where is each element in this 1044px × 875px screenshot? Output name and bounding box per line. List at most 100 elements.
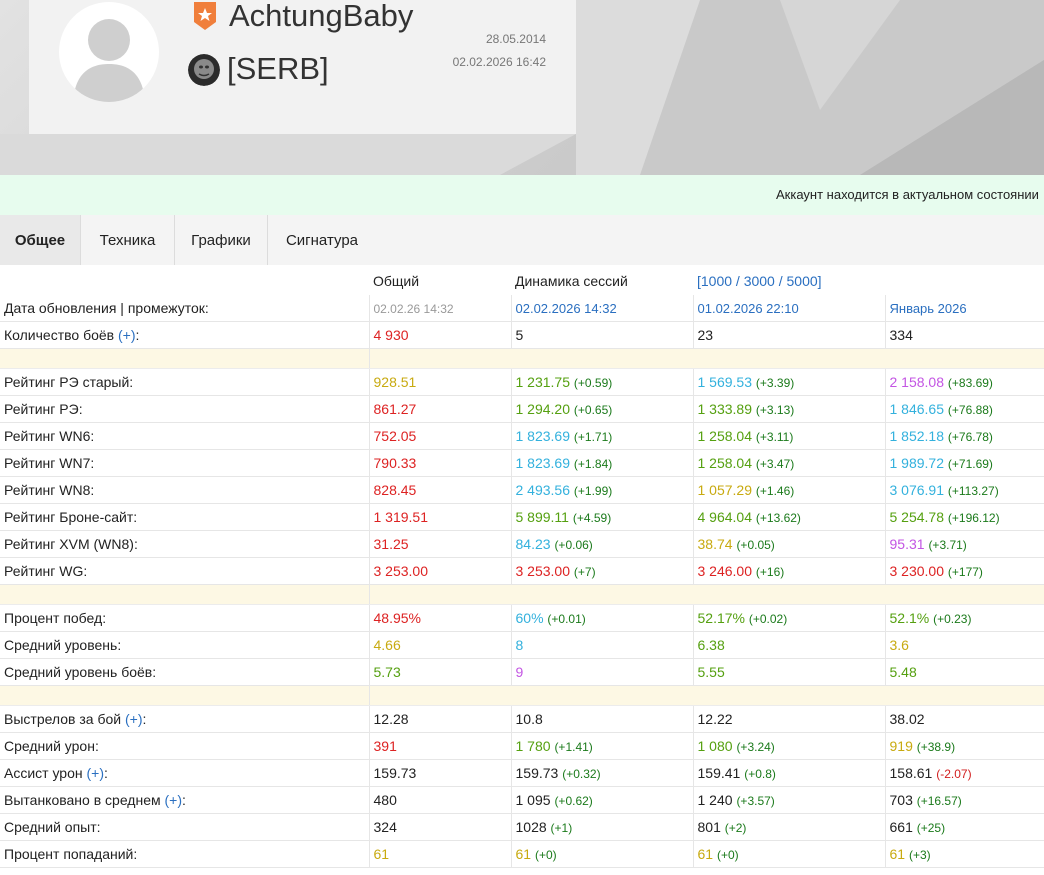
separator-cell: [0, 685, 369, 706]
tab-graphs[interactable]: Графики: [175, 215, 268, 265]
stat-delta: (+1): [550, 821, 573, 835]
stat-value: 861.27: [373, 401, 417, 417]
table-cell: 5.48: [884, 658, 1044, 686]
stat-value: 703: [889, 792, 913, 808]
stat-value: 801: [697, 819, 721, 835]
table-cell: 752.05: [368, 422, 511, 450]
table-cell: 12.28: [368, 705, 511, 733]
ranges-link[interactable]: [1000 / 3000 / 5000]: [697, 273, 822, 289]
tab-vehicles[interactable]: Техника: [81, 215, 175, 265]
table-cell: 1 989.72 (+71.69): [884, 449, 1044, 477]
tab-general[interactable]: Общее: [0, 215, 81, 265]
stat-value: 919: [889, 738, 913, 754]
update-date-value: 02.02.26 14:32: [373, 302, 454, 316]
row-label: Рейтинг Броне-сайт:: [0, 503, 369, 531]
table-cell: 661 (+25): [884, 813, 1044, 841]
stat-value: 1 333.89: [697, 401, 753, 417]
stat-value: 10.8: [515, 711, 543, 727]
clan-tag[interactable]: [SERB]: [227, 51, 329, 86]
table-cell: 38.74 (+0.05): [692, 530, 885, 558]
stat-value: 3 253.00: [515, 563, 571, 579]
stat-value: 1 319.51: [373, 509, 429, 525]
expand-link[interactable]: (+): [164, 792, 183, 808]
table-cell: 02.02.2026 14:32: [510, 295, 693, 322]
stat-delta: (+76.88): [947, 403, 993, 417]
column-header-row: Общий Динамика сессий [1000 / 3000 / 5000]: [0, 265, 1044, 295]
table-cell: 3 253.00: [368, 557, 511, 585]
stat-delta: (+1.84): [573, 457, 613, 471]
row-label: Процент попаданий:: [0, 840, 369, 868]
battles-count-row: Количество боёв (+): 4 930 5 23 334: [0, 321, 1044, 349]
stat-delta: (+25): [916, 821, 946, 835]
stat-delta: (+1.41): [554, 740, 593, 754]
row-label-text: Рейтинг WG:: [4, 563, 88, 579]
table-cell: 391: [368, 732, 511, 760]
table-cell: 703 (+16.57): [884, 786, 1044, 814]
stat-delta: (+0.05): [736, 538, 775, 552]
stat-delta: (+3.39): [755, 376, 795, 390]
update-date-row: Дата обновления | промежуток: 02.02.26 14…: [0, 295, 1044, 322]
battles-value: 5: [515, 327, 524, 343]
table-cell: 38.02: [884, 705, 1044, 733]
stat-value: 1 080: [697, 738, 733, 754]
stat-delta: (+0.32): [562, 767, 601, 781]
stat-delta: (+83.69): [947, 376, 993, 390]
account-status-bar: Аккаунт находится в актуальном состоянии: [0, 175, 1044, 215]
table-cell: 9: [510, 658, 693, 686]
tab-signature[interactable]: Сигнатура: [285, 232, 359, 249]
table-cell: 5.73: [368, 658, 511, 686]
header-blank: [0, 265, 369, 295]
performance-row: Ассист урон (+): 159.73 159.73 (+0.32) 159.…: [0, 759, 1044, 787]
table-cell: 31.25: [368, 530, 511, 558]
battles-expand-link[interactable]: (+): [118, 327, 136, 343]
table-cell: 1 057.29 (+1.46): [692, 476, 885, 504]
stat-delta: (+3.24): [736, 740, 775, 754]
table-cell: 1 569.53 (+3.39): [692, 368, 885, 396]
table-cell: 1 095 (+0.62): [510, 786, 693, 814]
stat-delta: (+7): [573, 565, 596, 579]
performance-row: Средний урон: 391 1 780 (+1.41) 1 080 (+3.2…: [0, 732, 1044, 760]
table-cell: 5 254.78 (+196.12): [884, 503, 1044, 531]
expand-link[interactable]: (+): [124, 711, 143, 727]
row-label: Выстрелов за бой (+):: [0, 705, 369, 733]
stat-delta: (+0.01): [547, 612, 586, 626]
update-date-value[interactable]: 02.02.2026 14:32: [515, 301, 617, 316]
stat-value: 1028: [515, 819, 547, 835]
stat-value: 52.17%: [697, 610, 745, 626]
stat-value: 752.05: [373, 428, 417, 444]
stat-value: 1 852.18: [889, 428, 945, 444]
table-cell: 61 (+0): [692, 840, 885, 868]
row-label-text: Рейтинг РЭ:: [4, 401, 83, 417]
rating-row: Рейтинг РЭ: 861.27 1 294.20 (+0.65) 1 333.8…: [0, 395, 1044, 423]
stat-value: 5.55: [697, 664, 725, 680]
update-date-value[interactable]: 01.02.2026 22:10: [697, 301, 799, 316]
performance-row: Вытанковано в среднем (+): 480 1 095 (+0.6…: [0, 786, 1044, 814]
row-label: Средний уровень:: [0, 631, 369, 659]
table-cell: 4 930: [368, 321, 511, 349]
row-label: Количество боёв (+):: [0, 321, 369, 349]
table-cell: 5: [510, 321, 693, 349]
stat-value: 1 057.29: [697, 482, 753, 498]
table-cell: 84.23 (+0.06): [510, 530, 693, 558]
stat-value: 159.73: [373, 765, 417, 781]
table-cell: 48.95%: [368, 604, 511, 632]
stat-value: 1 823.69: [515, 455, 571, 471]
stat-value: 324: [373, 819, 397, 835]
stat-delta: (+1.99): [573, 484, 613, 498]
expand-link[interactable]: (+): [86, 765, 105, 781]
stat-value: 2 158.08: [889, 374, 945, 390]
performance-row: Выстрелов за бой (+): 12.28 10.8 12.22 38.02: [0, 705, 1044, 733]
stat-value: 61: [889, 846, 906, 862]
row-label: Рейтинг WN8:: [0, 476, 369, 504]
table-cell: 928.51: [368, 368, 511, 396]
stat-value: 828.45: [373, 482, 417, 498]
stat-value: 158.61: [889, 765, 933, 781]
last-battle-date: 02.02.2026 16:42: [452, 55, 546, 69]
update-date-label: Дата обновления | промежуток:: [4, 300, 209, 316]
table-cell: 61: [368, 840, 511, 868]
table-cell: 159.73 (+0.32): [510, 759, 693, 787]
col-overall-label: Общий: [373, 273, 420, 289]
clan-emblem-icon[interactable]: [188, 54, 220, 86]
separator-cell: [0, 584, 369, 605]
update-date-value[interactable]: Январь 2026: [889, 301, 967, 316]
